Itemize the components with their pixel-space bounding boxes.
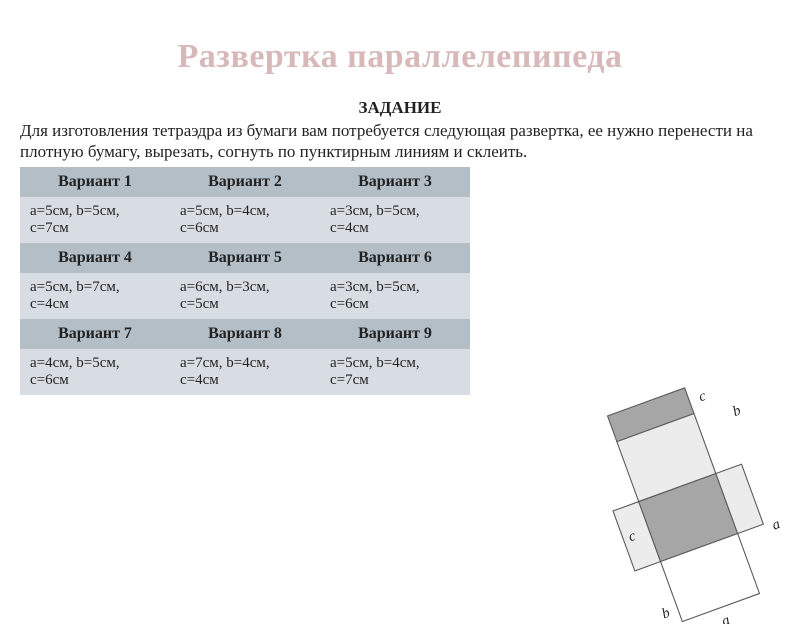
variant-header: Вариант 5 (170, 243, 320, 273)
variant-dims: a=4см, b=5см, c=6см (20, 349, 170, 395)
net-edge-label: b (660, 605, 672, 623)
variant-dims: a=7см, b=4см, c=4см (170, 349, 320, 395)
task-description: Для изготовления тетраэдра из бумаги вам… (0, 120, 800, 163)
variant-dims: a=5см, b=5см, c=7см (20, 197, 170, 243)
variant-header: Вариант 1 (20, 167, 170, 197)
variant-header: Вариант 6 (320, 243, 470, 273)
page-title: Развертка параллелепипеда (0, 38, 800, 76)
net-edge-label: b (731, 402, 743, 420)
variant-dims: a=5см, b=4см, c=7см (320, 349, 470, 395)
variant-header: Вариант 9 (320, 319, 470, 349)
variants-table: Вариант 1Вариант 2Вариант 3 a=5см, b=5см,… (20, 167, 470, 395)
variant-dims: a=5см, b=7см, c=4см (20, 273, 170, 319)
net-edge-label: a (720, 612, 732, 624)
variant-header: Вариант 3 (320, 167, 470, 197)
variant-dims: a=5см, b=4см, c=6см (170, 197, 320, 243)
net-edge-label: c (697, 388, 709, 405)
variant-dims: a=3см, b=5см, c=6см (320, 273, 470, 319)
variant-header: Вариант 4 (20, 243, 170, 273)
variant-dims: a=6см, b=3см, c=5см (170, 273, 320, 319)
net-edge-label: a (770, 516, 782, 534)
variant-header: Вариант 7 (20, 319, 170, 349)
net-diagram: cbcaab (466, 314, 786, 624)
variant-header: Вариант 8 (170, 319, 320, 349)
task-label: ЗАДАНИЕ (0, 98, 800, 118)
variant-header: Вариант 2 (170, 167, 320, 197)
variant-dims: a=3см, b=5см, c=4см (320, 197, 470, 243)
